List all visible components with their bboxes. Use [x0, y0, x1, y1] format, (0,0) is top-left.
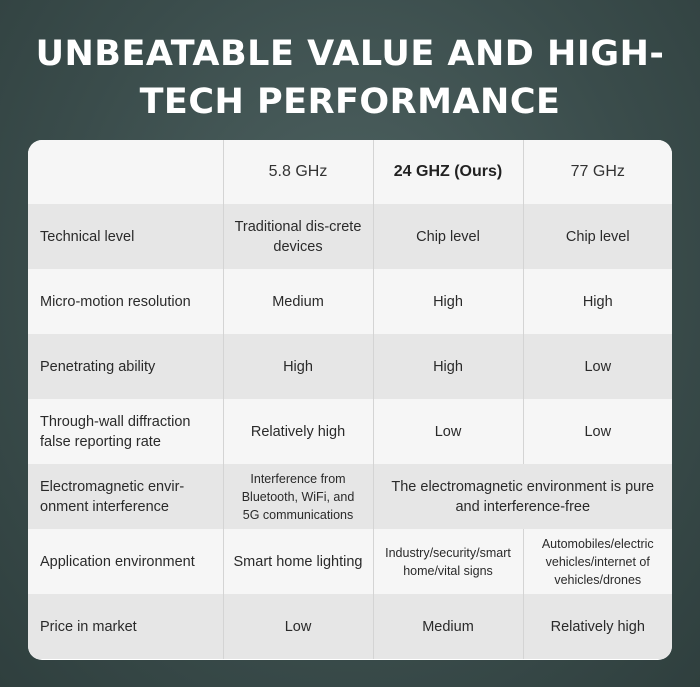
cell-5-8-ghz: Relatively high: [222, 399, 373, 464]
comparison-table: 5.8 GHz 24 GHZ (Ours) 77 GHz Technical l…: [28, 140, 672, 659]
cell-5-8-ghz: Traditional dis-crete devices: [222, 204, 373, 269]
cell-77-ghz: Chip level: [522, 204, 672, 269]
cell-24-ghz: Chip level: [372, 204, 523, 269]
page-title: UNBEATABLE VALUE AND HIGH-TECH PERFORMAN…: [35, 34, 665, 122]
table-row: Application environment Smart home light…: [28, 529, 672, 594]
row-label: Micro-motion resolution: [40, 293, 191, 310]
cell-77-ghz: Automobiles/electric vehicles/internet o…: [522, 529, 672, 594]
row-label: Technical level: [40, 228, 135, 245]
cell-5-8-ghz: Low: [222, 594, 373, 659]
cell-77-ghz: Relatively high: [522, 594, 672, 659]
cell-24-ghz: Low: [372, 399, 523, 464]
header-77-ghz: 77 GHz: [522, 140, 672, 204]
table-row: Through-wall diffraction false reporting…: [28, 399, 672, 464]
cell-77-ghz: Low: [522, 399, 672, 464]
cell-5-8-ghz: Interference from Bluetooth, WiFi, and 5…: [222, 464, 373, 529]
row-label: Electromagnetic envir-onment interferenc…: [40, 478, 185, 515]
cell-5-8-ghz: High: [222, 334, 373, 399]
table-row: Micro-motion resolution Medium High High: [28, 269, 672, 334]
header-5-8-ghz: 5.8 GHz: [222, 140, 373, 204]
row-label: Penetrating ability: [40, 358, 156, 375]
row-label: Through-wall diffraction false reporting…: [40, 413, 191, 450]
cell-5-8-ghz: Medium: [222, 269, 373, 334]
table-row: Technical level Traditional dis-crete de…: [28, 204, 672, 269]
cell-24-77-ghz-merged: The electromagnetic environment is pure …: [372, 464, 672, 529]
header-24-ghz-ours: 24 GHZ (Ours): [372, 140, 523, 204]
row-label: Price in market: [40, 618, 137, 635]
cell-77-ghz: High: [522, 269, 672, 334]
cell-24-ghz: High: [372, 334, 523, 399]
row-label: Application environment: [40, 553, 195, 570]
cell-77-ghz: Low: [522, 334, 672, 399]
cell-24-ghz: High: [372, 269, 523, 334]
cell-24-ghz: Medium: [372, 594, 523, 659]
table-header-row: 5.8 GHz 24 GHZ (Ours) 77 GHz: [28, 140, 672, 204]
table-row: Price in market Low Medium Relatively hi…: [28, 594, 672, 659]
comparison-card: 5.8 GHz 24 GHZ (Ours) 77 GHz Technical l…: [28, 140, 672, 660]
table-row: Electromagnetic envir-onment interferenc…: [28, 464, 672, 529]
header-empty: [28, 140, 223, 204]
table-row: Penetrating ability High High Low: [28, 334, 672, 399]
cell-5-8-ghz: Smart home lighting: [222, 529, 373, 594]
cell-24-ghz: Industry/security/smart home/vital signs: [372, 529, 523, 594]
